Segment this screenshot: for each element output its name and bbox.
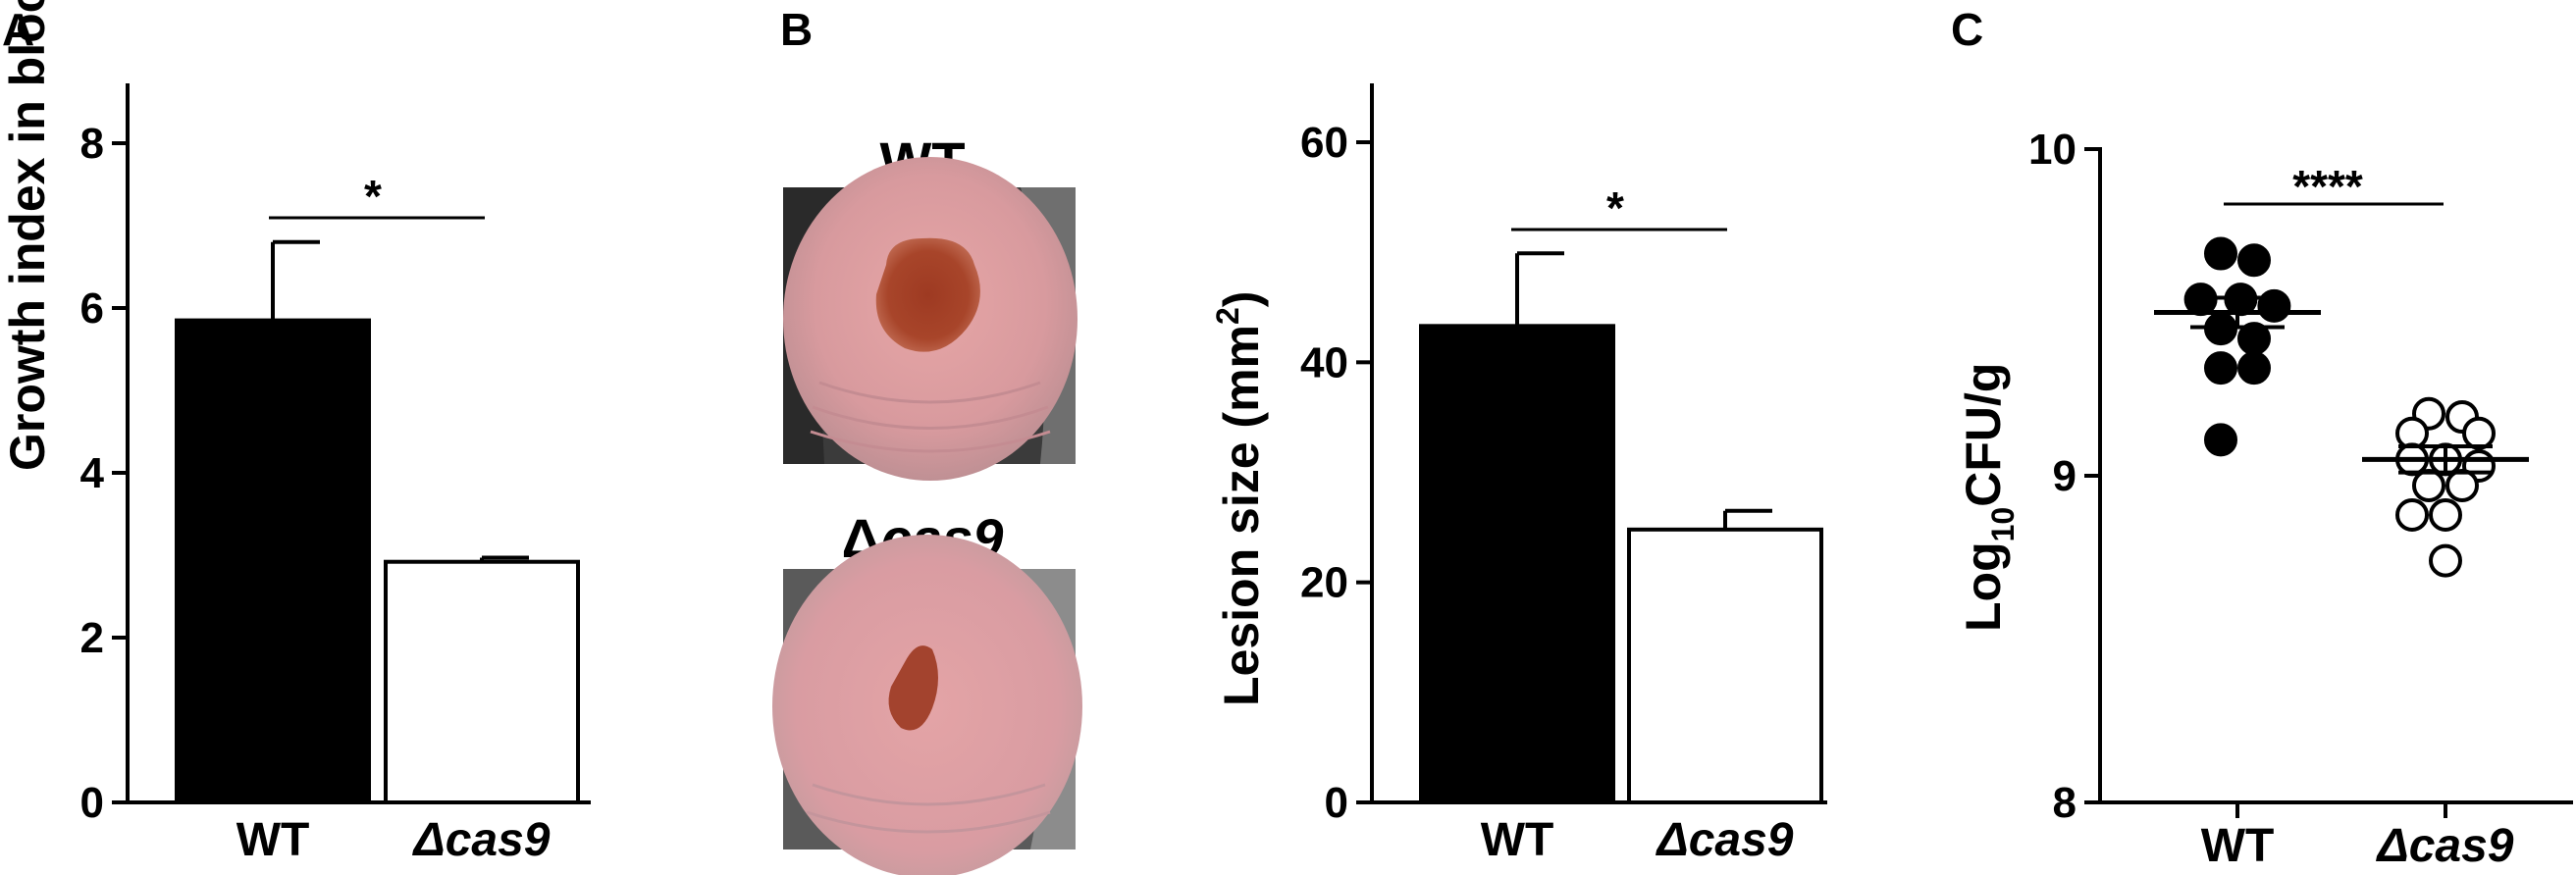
x-category-label: Δcas9 (1655, 814, 1793, 866)
y-axis-label: Growth index in blood (0, 0, 55, 471)
y-tick-label: 9 (2053, 452, 2077, 500)
y-tick-label: 0 (1325, 779, 1348, 827)
bar-chart-growth-index: Growth index in blood 0 2 4 6 8 WT Δcas9 * (0, 0, 591, 866)
panel-label-c: C (1951, 4, 1983, 55)
bar-cas9 (1627, 527, 1823, 804)
bars (1419, 251, 1823, 804)
data-point-cas9 (2429, 497, 2462, 532)
photo-wt (783, 157, 1078, 481)
bar-wt (1419, 324, 1615, 804)
data-point-cas9 (2445, 468, 2479, 502)
y-tick-label: 0 (80, 779, 104, 827)
y-tick-label: 20 (1300, 559, 1348, 607)
y-tick-label: 60 (1300, 119, 1348, 167)
x-axis-categories: WT Δcas9 (1481, 814, 1794, 866)
x-category-label: Δcas9 (2375, 820, 2513, 872)
x-axis-categories: WT Δcas9 (237, 814, 551, 866)
data-point-cas9 (2462, 416, 2496, 450)
data-point-wt (2257, 288, 2291, 323)
y-tick-label: 8 (2053, 779, 2077, 827)
x-category-label: Δcas9 (411, 814, 550, 866)
data-points (2183, 236, 2496, 578)
significance-marker: * (364, 171, 382, 222)
y-axis-ticks: 0 20 40 60 (1300, 119, 1372, 827)
y-axis-label: Lesion size (mm2) (1210, 291, 1269, 706)
data-point-cas9 (2412, 468, 2445, 502)
y-tick-label: 2 (80, 614, 104, 662)
y-axis-ticks: 0 2 4 6 8 (80, 120, 128, 827)
bars (175, 239, 580, 804)
mean-sem-bars (2154, 295, 2529, 475)
x-category-label: WT (2201, 820, 2275, 872)
x-category-label: WT (237, 814, 310, 866)
lesion-photos: WT Δcas9 (772, 130, 1082, 875)
x-axis-ticks (2235, 802, 2447, 818)
significance-marker: **** (2292, 161, 2363, 212)
x-category-label: WT (1481, 814, 1554, 866)
data-point-cas9 (2395, 497, 2429, 532)
data-point-wt (2204, 423, 2237, 457)
panel-label-b: B (780, 4, 813, 55)
photo-cas9 (772, 535, 1082, 875)
y-axis-ticks: 8 9 10 (2028, 126, 2100, 827)
y-tick-label: 8 (80, 120, 104, 168)
bar-chart-lesion-size: Lesion size (mm2) 0 20 40 60 WT Δcas9 * (1210, 83, 1827, 866)
y-tick-label: 4 (80, 449, 105, 497)
y-tick-label: 10 (2028, 126, 2077, 174)
y-tick-label: 6 (80, 284, 104, 333)
data-point-wt (2204, 236, 2237, 271)
y-axis-label: Log10CFU/g (1956, 363, 2021, 632)
bar-cas9 (384, 559, 580, 804)
data-point-cas9 (2429, 543, 2462, 578)
x-axis-categories: WT Δcas9 (2201, 820, 2514, 872)
data-point-wt (2237, 243, 2271, 278)
bar-wt (175, 318, 371, 804)
lesion-cas9 (888, 645, 938, 731)
panel-label-a: A (2, 4, 34, 55)
lesion-wt (875, 237, 980, 352)
data-point-wt (2204, 351, 2237, 386)
scatter-chart-cfu: Log10CFU/g 8 9 10 WT Δcas9 **** (1956, 126, 2573, 872)
y-tick-label: 40 (1300, 338, 1348, 386)
significance-marker: * (1606, 182, 1624, 233)
data-point-wt (2237, 351, 2271, 386)
